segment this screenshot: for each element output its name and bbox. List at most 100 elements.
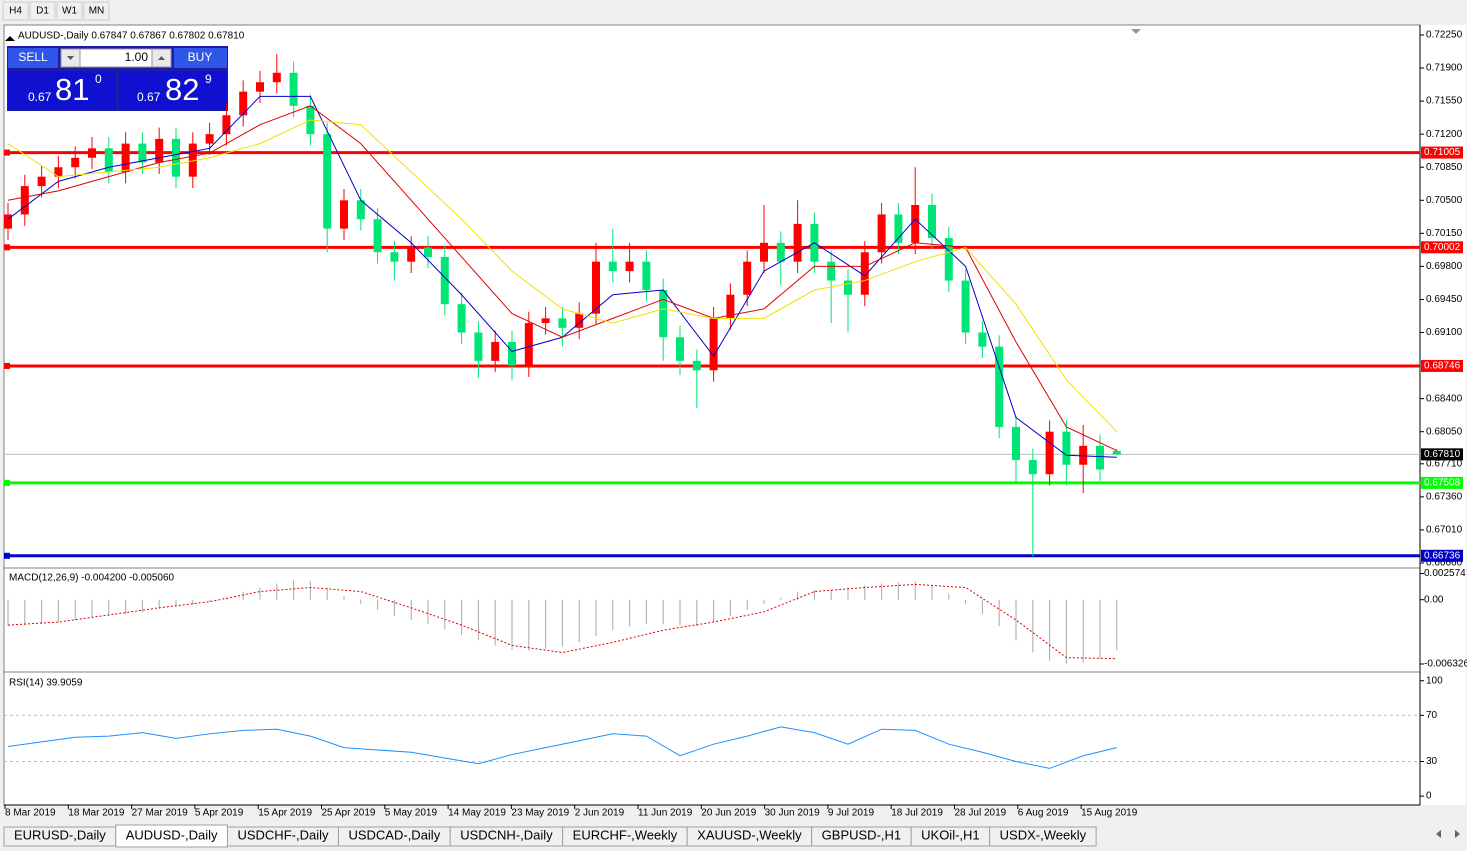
scroll-right[interactable] xyxy=(1455,830,1460,838)
sell-button[interactable] xyxy=(8,48,58,68)
candle-body xyxy=(692,360,701,371)
y-tick-label: 0.71900 xyxy=(1426,63,1463,74)
candle-body xyxy=(995,346,1004,427)
candle-body xyxy=(608,261,617,272)
candle-body xyxy=(541,318,550,324)
signal-line xyxy=(7,583,1117,660)
candle-body xyxy=(558,318,567,328)
timeframe-button[interactable] xyxy=(56,1,83,21)
candle-body xyxy=(407,247,416,262)
tab-label: EURUSD-,Daily xyxy=(14,827,106,842)
candle-body xyxy=(138,143,147,163)
timeframe-button[interactable] xyxy=(29,1,56,21)
line-price-box xyxy=(1421,549,1463,562)
ask-box[interactable] xyxy=(119,71,227,110)
y-tick-label: 0.71200 xyxy=(1426,129,1463,140)
candle-body xyxy=(205,134,214,144)
moving-average xyxy=(7,119,1118,433)
candle-body xyxy=(239,91,248,116)
candle-body xyxy=(524,323,533,366)
y-tick-label: 100 xyxy=(1426,675,1443,686)
candle-body xyxy=(877,214,886,253)
candle-body xyxy=(1096,445,1104,470)
line-price-box xyxy=(1421,146,1463,159)
x-tick-label: 30 Jun 2019 xyxy=(765,808,820,819)
tab-label: USDCNH-,Daily xyxy=(460,827,553,842)
line-handle[interactable] xyxy=(4,552,10,559)
timeframe-button[interactable] xyxy=(2,1,29,21)
scroll-left[interactable] xyxy=(1436,830,1441,838)
candle-body xyxy=(575,313,584,328)
tab-label: AUDUSD-,Daily xyxy=(126,827,218,842)
candle-body xyxy=(222,115,231,135)
macd-title: MACD(12,26,9) -0.004200 -0.005060 xyxy=(9,573,175,584)
candle-body xyxy=(289,72,298,106)
buy-button[interactable] xyxy=(174,48,227,68)
rsi-line xyxy=(7,726,1117,769)
moving-average xyxy=(7,105,1118,452)
candle-body xyxy=(37,176,46,187)
candle-body xyxy=(440,256,449,305)
bid-box[interactable] xyxy=(8,71,116,110)
y-tick-label: 0.72250 xyxy=(1426,30,1463,41)
line-handle[interactable] xyxy=(4,244,10,251)
x-tick-label: 15 Aug 2019 xyxy=(1081,808,1138,819)
candle-body xyxy=(508,341,516,366)
x-tick-label: 6 Aug 2019 xyxy=(1018,808,1069,819)
arrow-icon xyxy=(158,56,165,60)
y-tick-label: 0.67710 xyxy=(1426,458,1463,469)
y-tick-label: 0.67360 xyxy=(1426,492,1463,503)
line-handle[interactable] xyxy=(4,479,10,486)
x-tick-label: 11 Jun 2019 xyxy=(638,808,693,819)
tab[interactable] xyxy=(989,826,1097,847)
x-tick-label: 20 Jun 2019 xyxy=(701,808,756,819)
line-price-box xyxy=(1421,241,1463,254)
y-tick-label: 0.68400 xyxy=(1426,393,1463,404)
candle-body xyxy=(760,242,768,262)
candle-body xyxy=(424,247,432,257)
candle-body xyxy=(373,219,382,253)
candle-body xyxy=(172,138,180,177)
y-tick-label: 0.68050 xyxy=(1426,426,1463,437)
tab-label: EURCHF-,Weekly xyxy=(573,827,678,842)
x-tick-label: 5 May 2019 xyxy=(385,808,438,819)
candle-body xyxy=(659,290,668,338)
y-tick-label: 0.70500 xyxy=(1426,195,1463,206)
candle-body xyxy=(827,261,836,281)
shift-marker xyxy=(1131,29,1141,34)
x-tick-label: 2 Jun 2019 xyxy=(575,808,625,819)
x-tick-label: 14 May 2019 xyxy=(448,808,506,819)
candle-body xyxy=(1112,450,1121,455)
line-handle[interactable] xyxy=(4,149,10,156)
lot-value: 1.00 xyxy=(125,50,149,64)
timeframe-button[interactable] xyxy=(83,1,110,21)
y-tick-label: 0 xyxy=(1426,791,1432,802)
x-tick-label: 28 Jul 2019 xyxy=(955,808,1007,819)
tab-label: USDCAD-,Daily xyxy=(348,827,440,842)
line-handle[interactable] xyxy=(4,362,10,369)
timeframe-label: MN xyxy=(89,6,105,17)
candle-body xyxy=(457,304,466,333)
tab-label: GBPUSD-,H1 xyxy=(822,827,901,842)
candle-body xyxy=(54,167,63,177)
tab-label: UKOil-,H1 xyxy=(921,827,980,842)
candle-body xyxy=(776,242,785,262)
ask-big: 82 xyxy=(165,72,199,107)
bid-prefix: 0.67 xyxy=(28,90,52,104)
candle-body xyxy=(155,138,164,163)
candle-body xyxy=(709,318,718,371)
y-tick-label: 0.002574 xyxy=(1424,568,1466,579)
candle-body xyxy=(642,261,651,291)
candle-body xyxy=(390,252,399,262)
line-price-box xyxy=(1421,359,1463,372)
price-scale xyxy=(1420,25,1466,805)
x-tick-label: 18 Mar 2019 xyxy=(68,808,125,819)
current-price-label: 0.67810 xyxy=(1424,449,1461,460)
line-price-label: 0.71005 xyxy=(1424,147,1461,158)
candle-body xyxy=(104,148,113,172)
candle-body xyxy=(340,200,348,229)
line-price-label: 0.68746 xyxy=(1424,361,1461,372)
y-tick-label: 70 xyxy=(1426,710,1438,721)
trade-panel: SELL 1.00 BUY 0.67 81 0 0.67 82 9 xyxy=(7,46,228,111)
chart-title: AUDUSD-,Daily 0.67847 0.67867 0.67802 0.… xyxy=(18,31,245,42)
